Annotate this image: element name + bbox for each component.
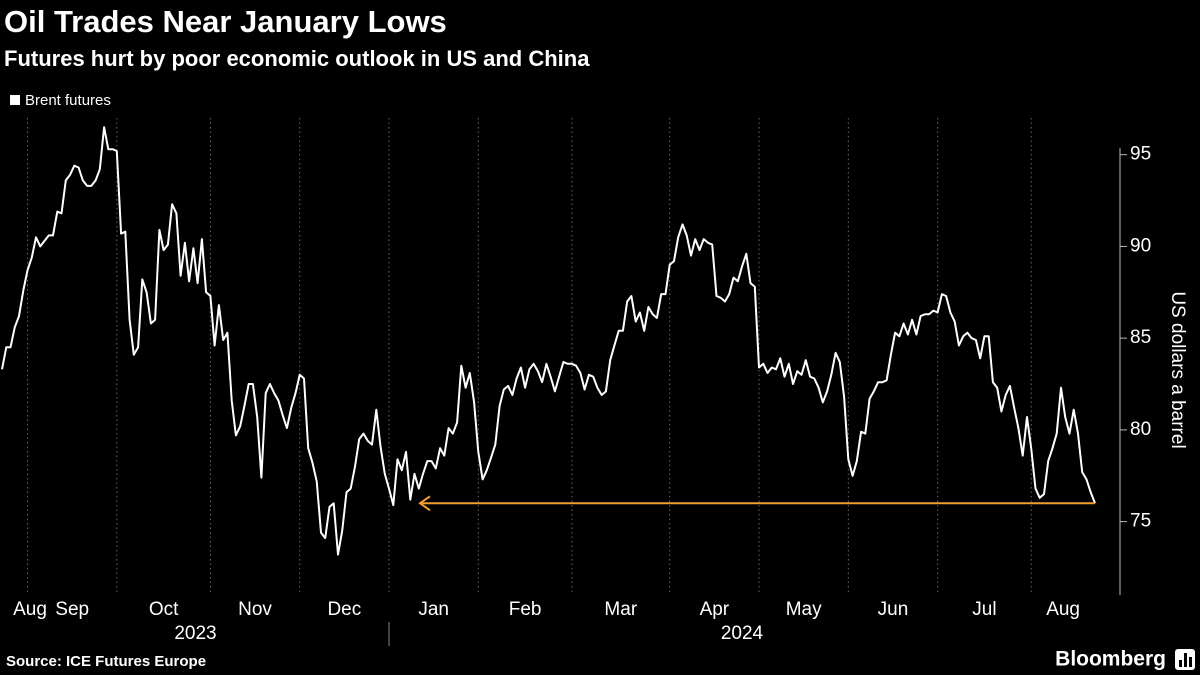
x-tick-label: May [786,599,822,620]
brand-icon [1175,649,1195,670]
brent-line [1,126,1096,556]
year-label: 2023 [174,623,216,644]
chart-title: Oil Trades Near January Lows [4,4,447,39]
x-tick-label: Aug [1046,599,1080,620]
x-tick-label: Oct [149,599,179,620]
x-tick-label: Mar [604,599,637,620]
x-tick-label: Nov [238,599,272,620]
x-tick-label: Feb [509,599,542,620]
brand: Bloomberg [1055,648,1166,671]
x-tick-label: Dec [327,599,361,620]
year-label: 2024 [721,623,764,644]
y-tick-label: 80 [1130,419,1151,440]
y-tick-label: 90 [1130,235,1151,256]
x-tick-label: Jun [878,599,909,620]
y-axis-label: US dollars a barrel [1167,291,1188,448]
y-tick-label: 75 [1130,511,1151,532]
source: Source: ICE Futures Europe [6,653,206,670]
y-tick-label: 95 [1130,144,1151,165]
x-tick-label: Apr [700,599,730,620]
y-tick-label: 85 [1130,327,1151,348]
x-tick-label: Jan [418,599,449,620]
legend-swatch [10,95,20,105]
x-tick-label: Jul [972,599,996,620]
x-tick-label: Aug [13,599,47,620]
chart-subtitle: Futures hurt by poor economic outlook in… [4,46,590,71]
x-tick-label: Sep [55,599,89,620]
annotation-arrowhead [418,495,431,512]
legend-label: Brent futures [25,92,111,109]
